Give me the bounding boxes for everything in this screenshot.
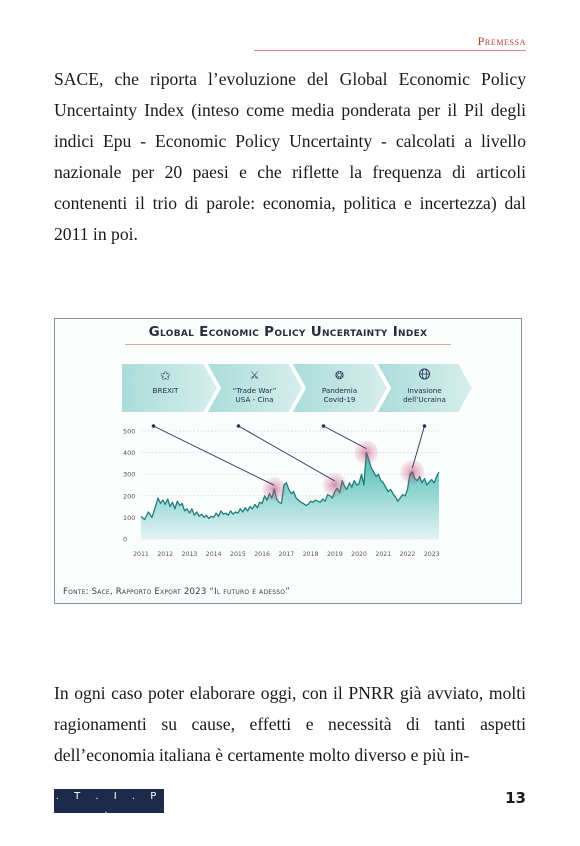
event-label: Invasione <box>407 386 442 395</box>
event-label: BREXIT <box>153 386 180 395</box>
series-area <box>141 452 439 539</box>
chart-title-rule <box>125 344 451 345</box>
event-leader-dot <box>151 424 156 428</box>
event-leader-line <box>411 425 425 469</box>
x-tick-label: 2011 <box>133 551 149 558</box>
y-tick-label: 500 <box>123 428 135 436</box>
running-head: Premessa <box>477 34 526 48</box>
event-leader-dot <box>422 424 427 428</box>
event-halo <box>354 440 379 465</box>
x-tick-label: 2018 <box>303 551 319 558</box>
x-tick-label: 2016 <box>254 551 270 558</box>
x-tick-label: 2021 <box>375 551 391 558</box>
y-tick-label: 200 <box>123 492 135 500</box>
body-paragraph-1: SACE, che riporta l’evoluzione del Globa… <box>54 69 526 244</box>
event-leader-line <box>238 425 336 482</box>
x-tick-label: 2017 <box>278 551 294 558</box>
y-tick-label: 100 <box>123 514 135 522</box>
x-tick-label: 2012 <box>157 551 173 558</box>
event-label: Pandemia <box>322 386 357 395</box>
x-tick-label: 2014 <box>206 551 222 558</box>
y-tick-label: 0 <box>123 536 127 544</box>
event-banner-segment <box>289 362 390 414</box>
event-banner-segment <box>374 362 475 414</box>
event-halo <box>400 460 425 485</box>
event-leader-dot <box>321 424 326 428</box>
star-icon: ✩ <box>160 369 171 384</box>
x-tick-label: 2020 <box>351 551 367 558</box>
header-rule <box>254 50 526 51</box>
event-label: Covid-19 <box>324 395 356 404</box>
event-halo <box>322 473 347 497</box>
x-tick-label: 2015 <box>230 551 246 558</box>
event-leader-line <box>153 425 275 486</box>
body-paragraph-2: In ogni caso poter elaborare oggi, con i… <box>54 683 526 765</box>
event-label: dell’Ucraina <box>403 395 446 404</box>
trade-war-icon: ⚔ <box>250 369 260 382</box>
x-tick-label: 2022 <box>400 551 416 558</box>
event-label: USA - Cina <box>235 395 273 404</box>
chart-svg: ✩ BREXIT ⚔ “Trade War”USA - Cina ❂ PandemiaCo… <box>120 362 475 558</box>
x-tick-label: 2013 <box>182 551 198 558</box>
logo-subtitle: Tamburi Investment Partners S.p.a. <box>63 819 155 824</box>
y-tick-label: 300 <box>123 471 135 479</box>
y-tick-label: 400 <box>123 449 135 457</box>
event-leader-line <box>323 425 367 449</box>
event-leader-dot <box>236 424 241 428</box>
logo-mark: . T . I . P . <box>55 791 163 816</box>
series-line <box>140 451 440 521</box>
figure-source: Fonte: Sace, Rapporto Export 2023 “Il fu… <box>63 587 290 597</box>
figure-box: Global Economic Policy Uncertainty Index… <box>54 318 522 604</box>
tip-logo: . T . I . P . Tamburi Investment Partner… <box>54 789 164 824</box>
event-label: “Trade War” <box>233 386 277 395</box>
event-banner-segment <box>120 362 220 414</box>
x-tick-label: 2019 <box>327 551 343 558</box>
chart-title: Global Economic Policy Uncertainty Index <box>148 324 428 340</box>
event-halo <box>262 477 287 502</box>
x-tick-label: 2023 <box>424 551 440 558</box>
page-number: 13 <box>505 789 526 807</box>
globe-icon <box>419 368 430 380</box>
virus-icon: ❂ <box>335 369 344 382</box>
event-banner-segment <box>204 362 305 414</box>
